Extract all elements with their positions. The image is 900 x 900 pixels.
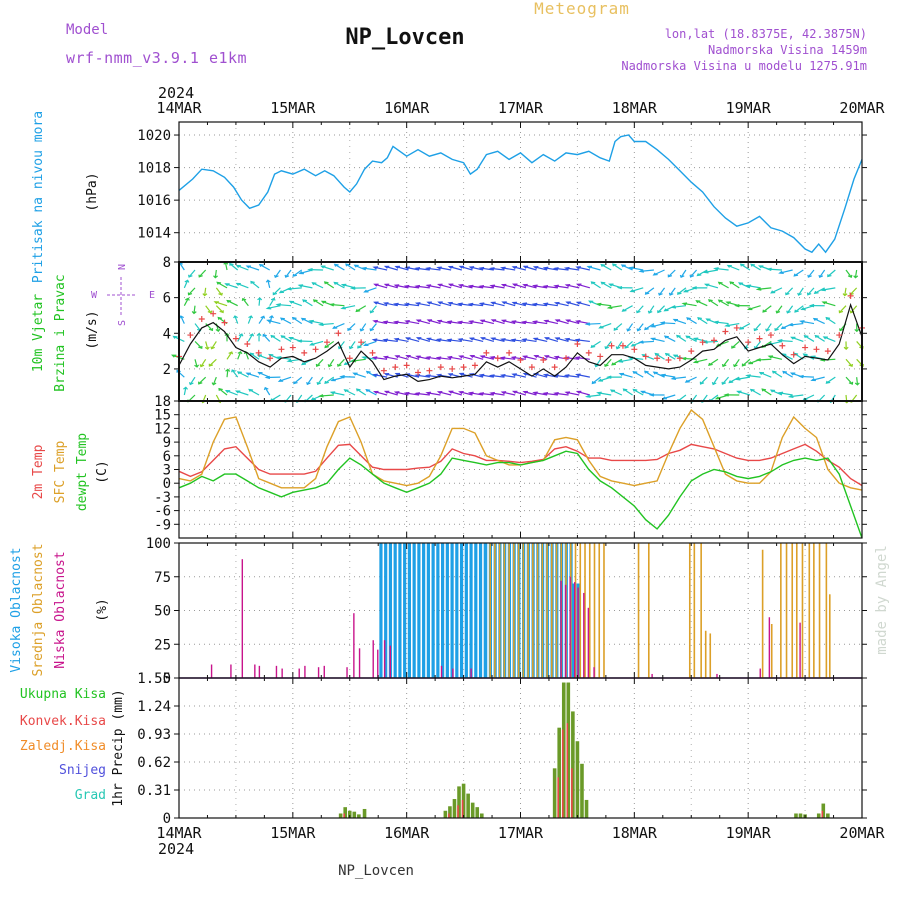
precip-label-frozen: Zaledj.Kisa — [20, 739, 106, 754]
xtick-label-top: 14MAR — [156, 99, 202, 117]
credit-label: made by Angel — [874, 545, 890, 655]
ytick-label: 1.24 — [137, 699, 171, 715]
ytick-label: 8 — [163, 255, 171, 271]
ytick-label: 12 — [154, 421, 171, 437]
pressure-line — [178, 134, 863, 254]
wind-title-1: 10m Vjetar — [31, 294, 46, 372]
wind-arrows — [171, 261, 864, 404]
model-name: wrf-nmm_v3.9.1 e1km — [66, 49, 247, 67]
compass-east: E — [149, 290, 155, 301]
bottom-year: 2024 — [158, 840, 194, 858]
ytick-label: 3 — [163, 463, 171, 479]
xtick-label-top: 15MAR — [270, 99, 316, 117]
wind-gust-markers — [176, 292, 865, 376]
wind-title-2: Brzina i Pravac — [53, 274, 68, 391]
model-label: Model — [66, 22, 108, 38]
cloud-label-low: Niska Oblacnost — [53, 551, 68, 668]
precip-label-hail: Grad — [75, 788, 106, 803]
ytick-label: 0.31 — [137, 783, 171, 799]
ytick-label: 0 — [163, 476, 171, 492]
compass-west: W — [91, 290, 98, 301]
xtick-label-bottom: 20MAR — [839, 824, 885, 842]
pressure-unit: (hPa) — [85, 172, 100, 211]
temp-label-sfc: SFC Temp — [53, 441, 68, 504]
ytick-label: 6 — [163, 449, 171, 465]
total-precip-bars — [338, 682, 830, 818]
cloud-label-high: Visoka Oblacnost — [9, 547, 24, 672]
wind-speed-line — [178, 302, 863, 383]
ytick-label: 4 — [163, 326, 171, 342]
ytick-label: 75 — [154, 570, 171, 586]
ytick-label: 100 — [146, 536, 171, 552]
ytick-label: 1014 — [137, 226, 171, 242]
elevation-label: Nadmorska Visina 1459m — [708, 43, 867, 57]
meteogram-label: Meteogram — [534, 0, 630, 18]
xtick-label-top: 20MAR — [839, 99, 885, 117]
xtick-label-top: 17MAR — [498, 99, 544, 117]
station-title: NP_Lovcen — [345, 25, 464, 50]
cloud-label-mid: Srednja Oblacnost — [31, 543, 46, 676]
ytick-label: 0 — [163, 811, 171, 827]
pressure-title: Pritisak na nivou mora — [31, 111, 46, 283]
precip-label-total: Ukupna Kisa — [20, 687, 106, 702]
ytick-label: 1018 — [137, 161, 171, 177]
xtick-label-bottom: 17MAR — [498, 824, 544, 842]
ytick-label: 0.62 — [137, 755, 171, 771]
ytick-label: 25 — [154, 637, 171, 653]
xtick-label-bottom: 15MAR — [270, 824, 316, 842]
xtick-label-top: 16MAR — [384, 99, 430, 117]
ytick-label: 9 — [163, 435, 171, 451]
precip-label-conv: Konvek.Kisa — [20, 714, 106, 729]
temp-label-2m: 2m Temp — [31, 444, 46, 499]
xtick-label-top: 18MAR — [612, 99, 658, 117]
temp-unit: (C) — [95, 460, 110, 483]
footer-station: NP_Lovcen — [338, 863, 414, 879]
xtick-label-bottom: 19MAR — [726, 824, 772, 842]
ytick-label: -6 — [154, 504, 171, 520]
xtick-label-bottom: 18MAR — [612, 824, 658, 842]
precip-label-snow: Snijeg — [59, 763, 106, 778]
ytick-label: 2 — [163, 362, 171, 378]
temp-label-dewpt: dewpt Temp — [75, 433, 90, 511]
ytick-label: 50 — [154, 604, 171, 620]
ytick-label: 1.55 — [137, 671, 171, 687]
compass-north: N — [117, 264, 128, 270]
ytick-label: 6 — [163, 291, 171, 307]
xtick-label-bottom: 16MAR — [384, 824, 430, 842]
data-layer — [171, 134, 865, 818]
ytick-label: 1016 — [137, 193, 171, 209]
axes-layer: 10141016101810202468-9-6-303691215180255… — [137, 99, 885, 842]
ytick-label: 1020 — [137, 128, 171, 144]
ytick-label: 18 — [154, 394, 171, 410]
conv-precip-bars — [343, 723, 824, 818]
wind-compass: N S W E — [91, 264, 155, 326]
ytick-label: 15 — [154, 408, 171, 424]
ytick-label: 0.93 — [137, 727, 171, 743]
lonlat-label: lon,lat (18.8375E, 42.3875N) — [665, 27, 867, 41]
model-elevation-label: Nadmorska Visina u modelu 1275.91m — [621, 59, 867, 73]
wind-unit: (m/s) — [85, 310, 100, 349]
ytick-label: 0 — [163, 671, 171, 687]
mid-cloud-bars — [489, 543, 831, 678]
top-year: 2024 — [158, 84, 194, 102]
xtick-label-bottom: 14MAR — [156, 824, 202, 842]
low-cloud-bars — [210, 559, 801, 678]
dewpoint-line — [178, 450, 863, 539]
xtick-label-top: 19MAR — [726, 99, 772, 117]
cloud-unit: (%) — [95, 598, 110, 621]
compass-south: S — [117, 320, 128, 326]
ytick-label: -9 — [154, 517, 171, 533]
temp-2m-line — [178, 443, 863, 487]
ytick-label: -3 — [154, 490, 171, 506]
precip-unit: 1hr Precip (mm) — [111, 689, 126, 806]
